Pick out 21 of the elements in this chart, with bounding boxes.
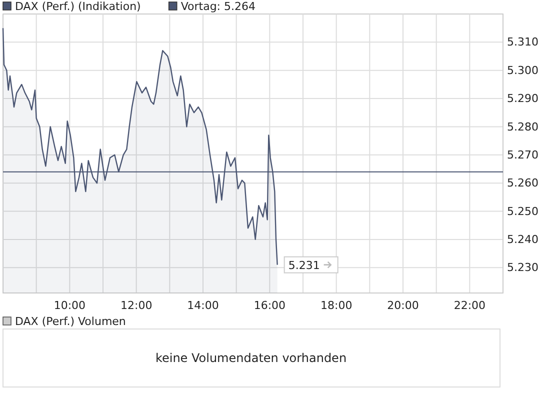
x-tick-label: 10:00	[54, 298, 86, 312]
x-tick-label: 20:00	[387, 298, 419, 312]
y-tick-label: 5.240	[507, 232, 538, 246]
y-tick-label: 5.290	[507, 92, 538, 106]
x-tick-label: 14:00	[187, 298, 219, 312]
legend-label: DAX (Perf.) (Indikation)	[15, 0, 141, 13]
y-tick-label: 5.260	[507, 176, 538, 190]
y-tick-label: 5.230	[507, 261, 538, 274]
text: keine Volumendaten vorhanden	[155, 351, 347, 365]
x-tick-label: 18:00	[320, 298, 352, 312]
x-tick-label: 22:00	[454, 298, 486, 312]
annotation: 5.231	[288, 258, 320, 272]
y-tick-label: 5.250	[507, 204, 538, 218]
y-tick-label: 5.270	[507, 148, 538, 162]
text: DAX (Perf.) Volumen	[15, 315, 126, 328]
x-tick-label: 16:00	[254, 298, 286, 312]
x-tick-label: 12:00	[120, 298, 152, 312]
y-tick-label: 5.280	[507, 120, 538, 134]
y-tick-label: 5.300	[507, 64, 538, 77]
y-tick-label: 5.310	[507, 36, 538, 49]
legend-label: Vortag: 5.264	[180, 0, 256, 13]
